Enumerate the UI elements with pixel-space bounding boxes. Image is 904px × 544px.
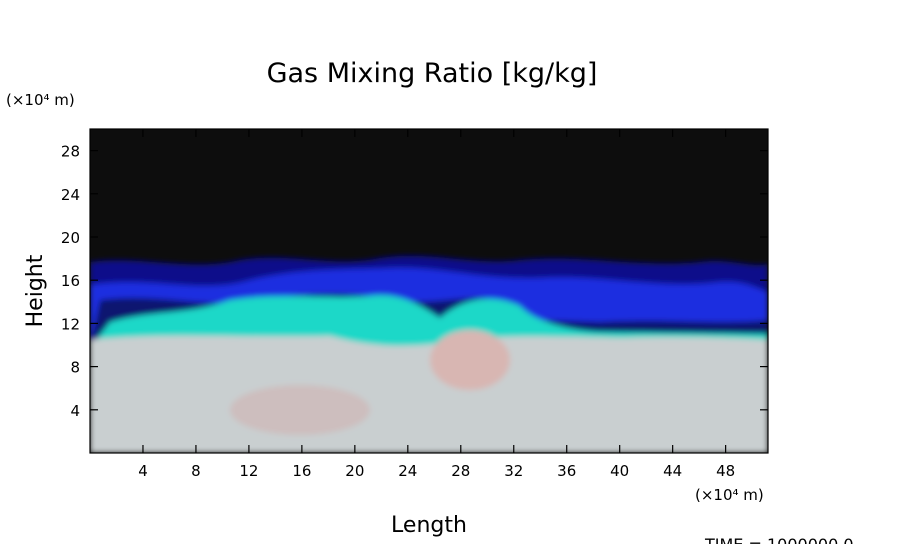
x-tick-label: 32: [504, 462, 523, 480]
cyan-layer: [90, 295, 768, 348]
x-tick-label: 28: [451, 462, 470, 480]
x-tick-label: 44: [663, 462, 682, 480]
field-image: [90, 129, 768, 453]
x-tick-label: 40: [610, 462, 629, 480]
x-tick-label: 16: [292, 462, 311, 480]
y-tick-label: 8: [70, 359, 80, 377]
y-tick-label: 16: [61, 272, 80, 290]
x-tick-label: 20: [345, 462, 364, 480]
x-tick-label: 36: [557, 462, 576, 480]
x-tick-label: 48: [716, 462, 735, 480]
y-tick-label: 12: [61, 315, 80, 333]
plot-frame: [89, 128, 769, 454]
lower-layer: [90, 335, 768, 453]
x-tick-label: 4: [138, 462, 148, 480]
time-label: TIME = 1000000.0: [704, 535, 854, 544]
y-tick-label: 20: [61, 229, 80, 247]
x-unit: (×10⁴ m): [695, 486, 764, 504]
chart-title: Gas Mixing Ratio [kg/kg]: [267, 58, 598, 89]
y-unit: (×10⁴ m): [6, 91, 75, 109]
x-tick-label: 24: [398, 462, 417, 480]
y-axis-label: Height: [23, 254, 48, 327]
x-tick-label: 12: [239, 462, 258, 480]
x-axis-label: Length: [391, 513, 467, 538]
field-layers: [90, 255, 768, 453]
warm-patch: [430, 330, 510, 390]
y-tick-label: 4: [70, 402, 80, 420]
y-tick-label: 24: [61, 186, 80, 204]
warm-patch: [230, 385, 370, 435]
x-tick-label: 8: [191, 462, 201, 480]
y-tick-label: 28: [61, 143, 80, 161]
